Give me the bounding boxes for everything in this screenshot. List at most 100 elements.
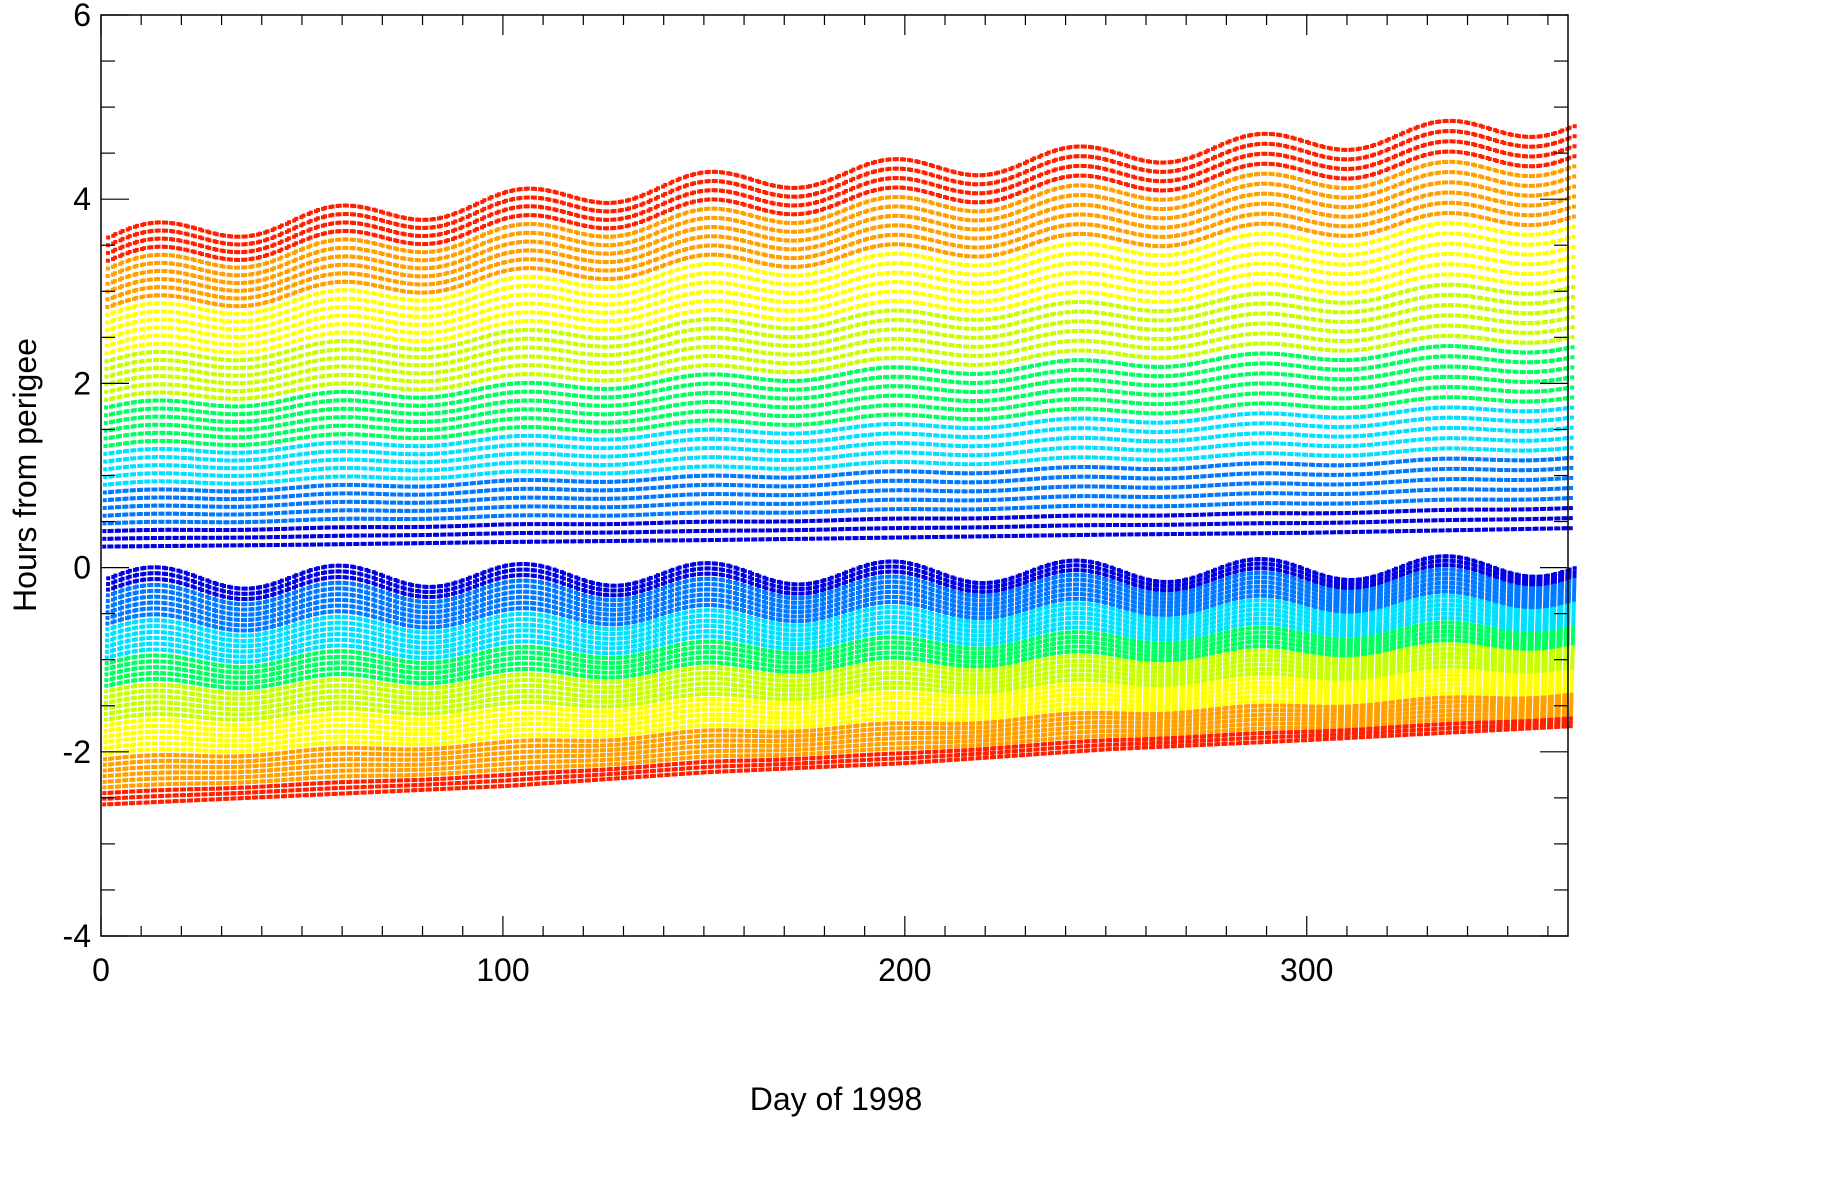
data-point bbox=[430, 403, 434, 407]
data-point bbox=[292, 412, 296, 416]
data-point bbox=[221, 280, 225, 284]
data-point bbox=[313, 434, 317, 438]
data-point bbox=[496, 297, 500, 301]
data-point bbox=[161, 463, 165, 467]
data-point bbox=[198, 378, 202, 382]
data-point bbox=[438, 273, 442, 277]
data-point bbox=[177, 367, 181, 371]
data-point bbox=[261, 543, 265, 547]
data-point bbox=[472, 473, 476, 477]
data-point bbox=[291, 470, 295, 474]
data-point bbox=[234, 412, 238, 416]
data-point bbox=[413, 541, 417, 545]
data-point bbox=[367, 215, 371, 219]
data-point bbox=[335, 475, 339, 479]
data-point bbox=[117, 497, 121, 501]
data-point bbox=[359, 273, 363, 277]
data-point bbox=[200, 229, 204, 233]
data-point bbox=[103, 467, 107, 471]
data-point bbox=[272, 282, 276, 286]
data-point bbox=[185, 320, 189, 324]
data-point bbox=[523, 407, 527, 411]
data-point bbox=[508, 514, 512, 518]
data-point bbox=[105, 359, 109, 363]
data-point bbox=[287, 220, 291, 224]
data-point bbox=[395, 255, 399, 259]
data-point bbox=[387, 352, 391, 356]
data-point bbox=[515, 531, 519, 535]
data-point bbox=[269, 488, 273, 492]
data-point bbox=[292, 429, 296, 433]
data-point bbox=[336, 365, 340, 369]
data-point bbox=[279, 287, 283, 291]
data-point bbox=[250, 326, 254, 330]
data-point bbox=[263, 386, 267, 390]
data-point bbox=[379, 360, 383, 364]
data-point bbox=[328, 407, 332, 411]
data-point bbox=[135, 240, 139, 244]
data-point bbox=[244, 234, 248, 238]
data-point bbox=[380, 310, 384, 314]
data-point bbox=[430, 379, 434, 383]
data-point bbox=[473, 388, 477, 392]
data-point bbox=[255, 458, 259, 462]
data-point bbox=[510, 347, 514, 351]
data-point bbox=[428, 533, 432, 537]
data-point bbox=[481, 361, 485, 365]
data-point bbox=[444, 385, 448, 389]
data-point bbox=[279, 327, 283, 331]
data-point bbox=[148, 334, 152, 338]
data-point bbox=[270, 440, 274, 444]
data-point bbox=[313, 484, 317, 488]
data-point bbox=[178, 263, 182, 267]
data-point bbox=[162, 431, 166, 435]
data-point bbox=[511, 197, 515, 201]
data-point bbox=[414, 517, 418, 521]
data-point bbox=[193, 234, 197, 238]
data-point bbox=[182, 544, 186, 548]
data-point bbox=[290, 535, 294, 539]
data-point bbox=[356, 500, 360, 504]
data-point bbox=[400, 460, 404, 464]
data-point bbox=[294, 241, 298, 245]
data-point bbox=[236, 289, 240, 293]
data-point bbox=[515, 522, 519, 526]
data-point bbox=[524, 363, 528, 367]
data-point bbox=[250, 288, 254, 292]
data-point bbox=[247, 536, 251, 540]
data-point bbox=[312, 543, 316, 547]
data-point bbox=[316, 250, 320, 254]
data-point bbox=[213, 380, 217, 384]
data-point bbox=[138, 544, 142, 548]
data-point bbox=[438, 264, 442, 268]
data-point bbox=[271, 385, 275, 389]
data-point bbox=[366, 282, 370, 286]
data-point bbox=[150, 229, 154, 233]
data-point bbox=[315, 300, 319, 304]
data-point bbox=[482, 250, 486, 254]
data-point bbox=[272, 250, 276, 254]
data-point bbox=[533, 231, 537, 235]
data-point bbox=[185, 256, 189, 260]
data-point bbox=[213, 357, 217, 361]
data-point bbox=[213, 333, 217, 337]
data-point bbox=[119, 332, 123, 336]
data-point bbox=[424, 282, 428, 286]
data-point bbox=[336, 373, 340, 377]
data-point bbox=[352, 263, 356, 267]
data-point bbox=[423, 339, 427, 343]
data-point bbox=[227, 374, 231, 378]
data-point bbox=[206, 317, 210, 321]
data-point bbox=[494, 436, 498, 440]
data-point bbox=[110, 482, 114, 486]
data-point bbox=[164, 229, 168, 233]
data-point bbox=[429, 476, 433, 480]
data-point bbox=[530, 443, 534, 447]
data-point bbox=[293, 339, 297, 343]
data-point bbox=[110, 506, 114, 510]
data-point bbox=[423, 355, 427, 359]
data-point bbox=[258, 271, 262, 275]
data-point bbox=[516, 443, 520, 447]
data-point bbox=[313, 467, 317, 471]
data-point bbox=[220, 412, 224, 416]
